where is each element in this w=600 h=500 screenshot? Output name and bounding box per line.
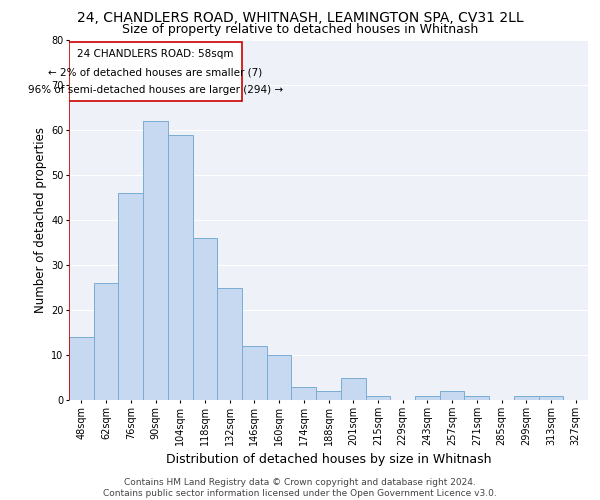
- Bar: [292, 386, 316, 400]
- Bar: [217, 288, 242, 400]
- Bar: [69, 337, 94, 400]
- Bar: [168, 134, 193, 400]
- Text: 96% of semi-detached houses are larger (294) →: 96% of semi-detached houses are larger (…: [28, 85, 283, 95]
- Text: ← 2% of detached houses are smaller (7): ← 2% of detached houses are smaller (7): [49, 67, 263, 77]
- Bar: [316, 391, 341, 400]
- Bar: [94, 283, 118, 400]
- Text: Size of property relative to detached houses in Whitnash: Size of property relative to detached ho…: [122, 22, 478, 36]
- Bar: [267, 355, 292, 400]
- Bar: [440, 391, 464, 400]
- Bar: [193, 238, 217, 400]
- Y-axis label: Number of detached properties: Number of detached properties: [34, 127, 47, 313]
- Text: 24, CHANDLERS ROAD, WHITNASH, LEAMINGTON SPA, CV31 2LL: 24, CHANDLERS ROAD, WHITNASH, LEAMINGTON…: [77, 11, 523, 25]
- Bar: [242, 346, 267, 400]
- Text: Contains HM Land Registry data © Crown copyright and database right 2024.
Contai: Contains HM Land Registry data © Crown c…: [103, 478, 497, 498]
- Bar: [539, 396, 563, 400]
- Text: 24 CHANDLERS ROAD: 58sqm: 24 CHANDLERS ROAD: 58sqm: [77, 49, 234, 59]
- Bar: [365, 396, 390, 400]
- Bar: [464, 396, 489, 400]
- Bar: [118, 193, 143, 400]
- Bar: [415, 396, 440, 400]
- FancyBboxPatch shape: [69, 42, 242, 101]
- X-axis label: Distribution of detached houses by size in Whitnash: Distribution of detached houses by size …: [166, 454, 491, 466]
- Bar: [514, 396, 539, 400]
- Bar: [143, 121, 168, 400]
- Bar: [341, 378, 365, 400]
